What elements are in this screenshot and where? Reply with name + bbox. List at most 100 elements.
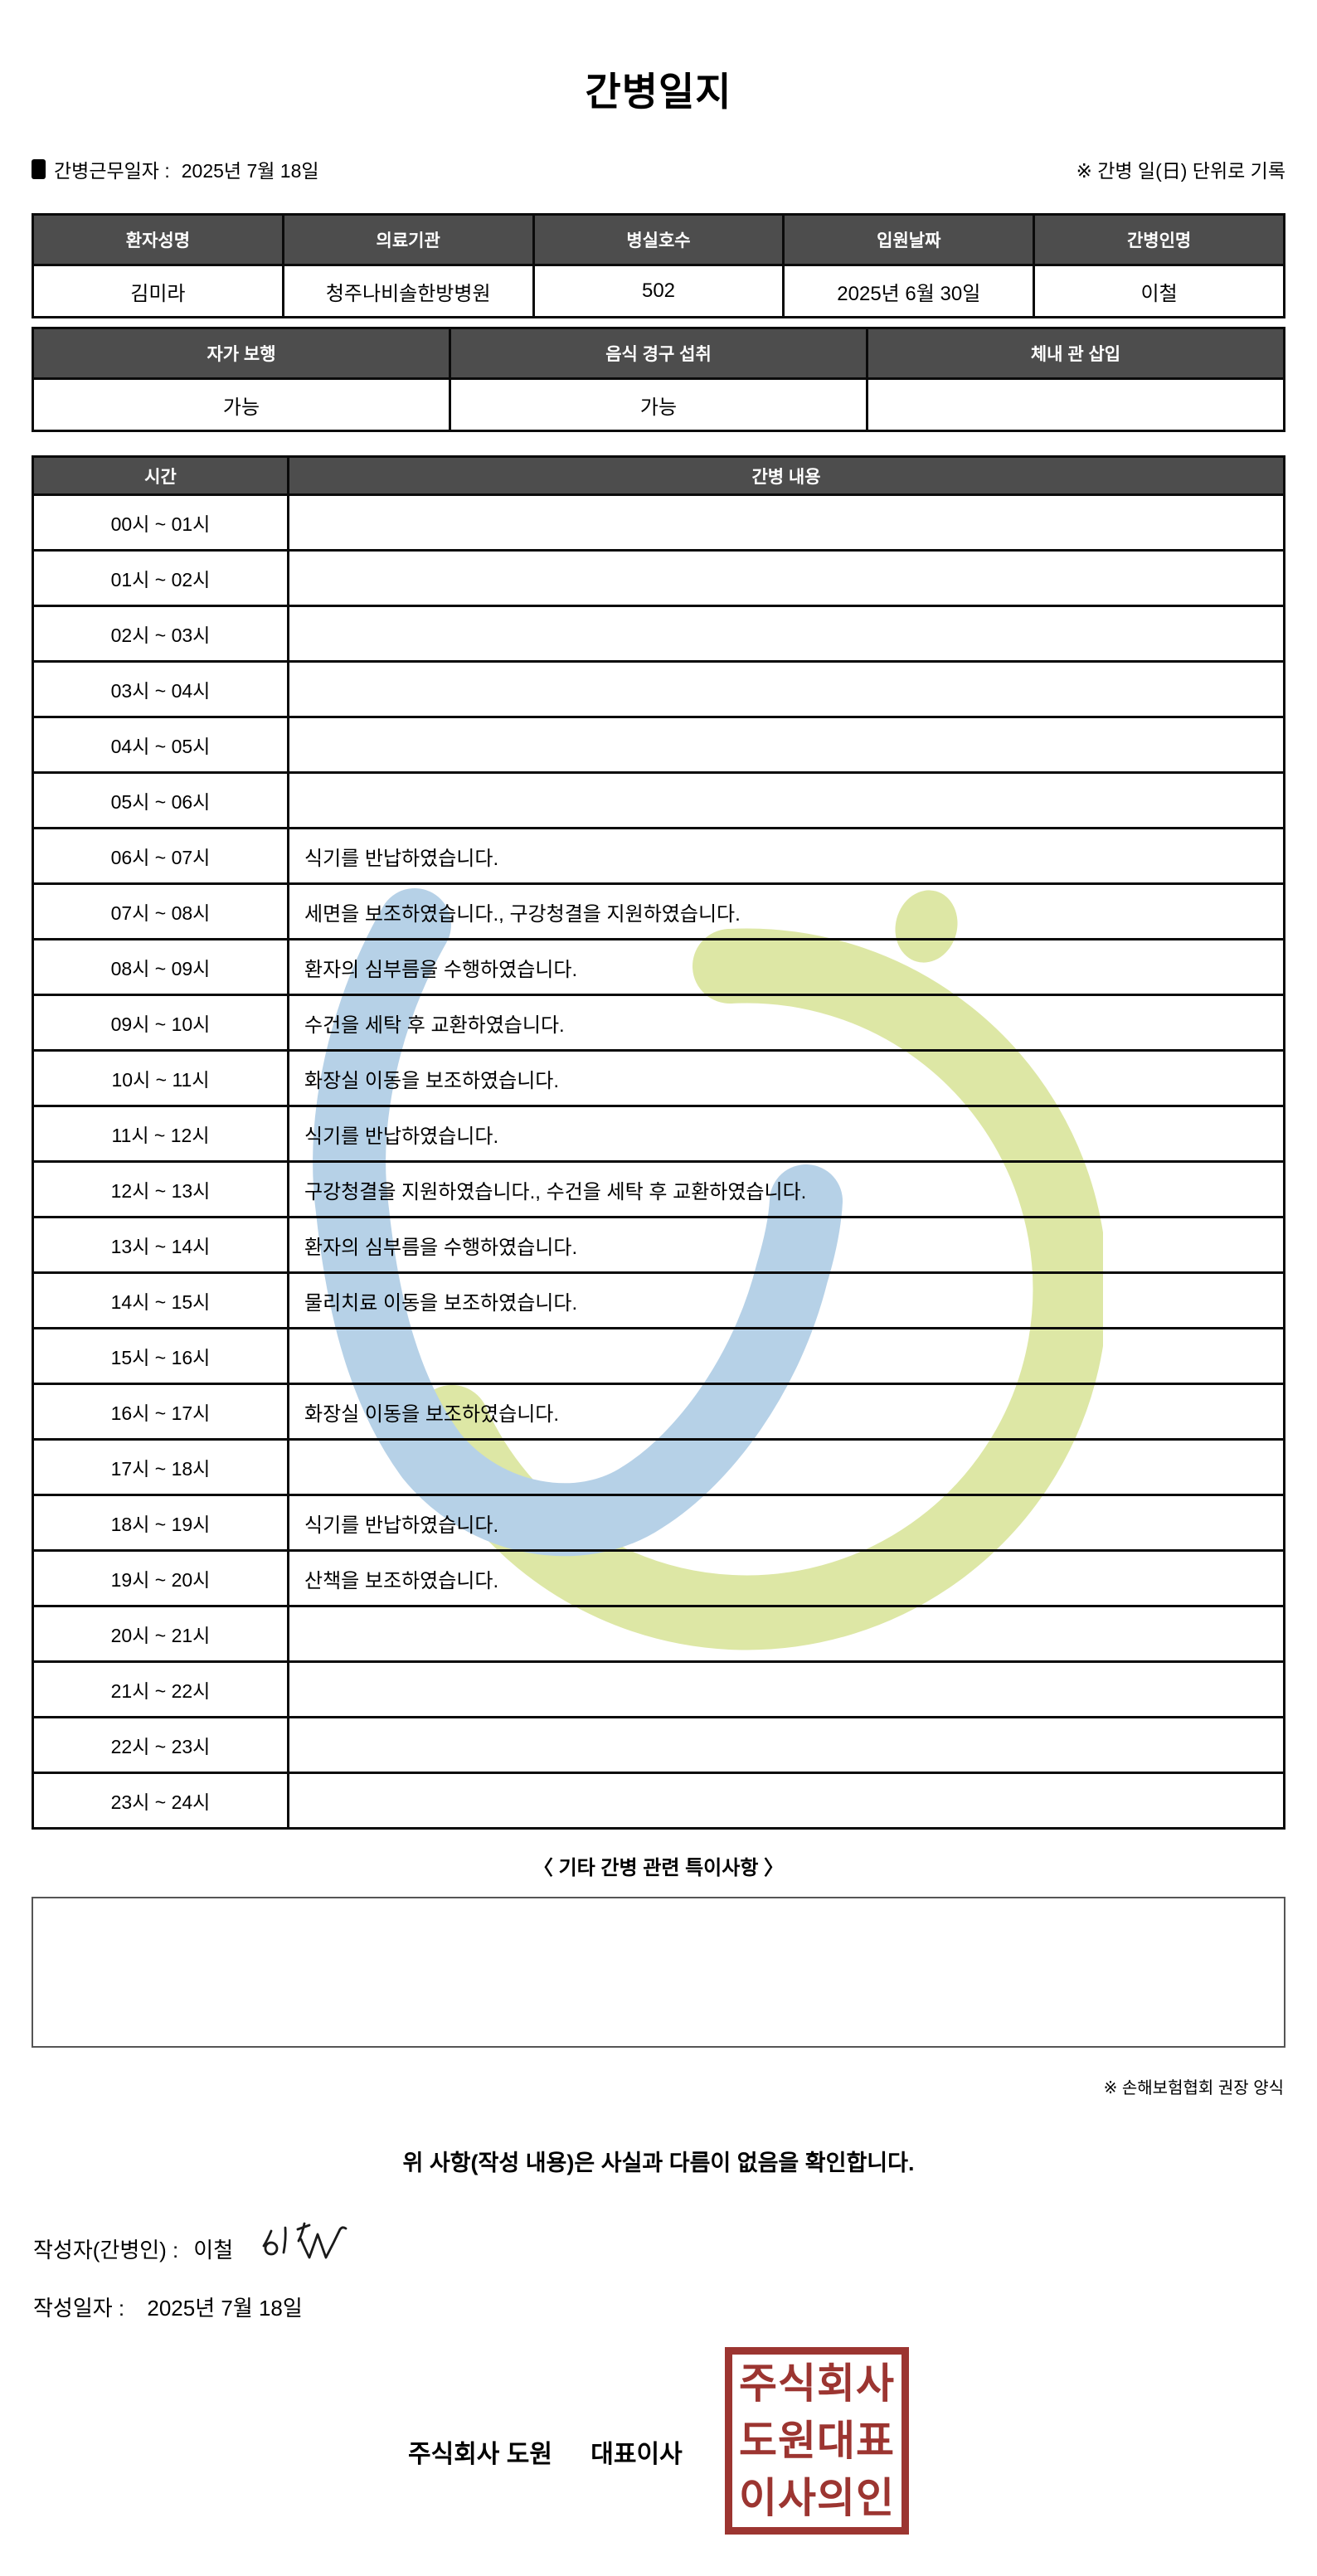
care-content-cell (287, 660, 1285, 718)
stamp-line: 도원대표 (739, 2417, 895, 2464)
care-table-row: 11시 ~ 12시 식기를 반납하였습니다. (32, 1105, 1285, 1163)
company-title: 대표이사 (590, 2441, 683, 2468)
patient-col-header: 입원날짜 (782, 213, 1036, 266)
care-table-row: 15시 ~ 16시 (32, 1327, 1285, 1385)
company-name: 주식회사 도원 (408, 2441, 552, 2468)
care-table-row: 01시 ~ 02시 (32, 549, 1285, 607)
work-date-line: 간병근무일자 : 2025년 7월 18일 (32, 155, 319, 183)
written-date-label: 작성일자 : (33, 2296, 125, 2321)
care-content-cell: 식기를 반납하였습니다. (287, 1494, 1285, 1552)
page-title: 간병일지 (585, 70, 732, 114)
writer-label: 작성자(간병인) : (33, 2237, 179, 2263)
care-table-row: 04시 ~ 05시 (32, 716, 1285, 774)
status-col-header: 자가 보행 (32, 327, 451, 380)
time-cell: 03시 ~ 04시 (32, 660, 289, 718)
patient-col-header: 간병인명 (1033, 213, 1285, 266)
care-content-cell (287, 771, 1285, 829)
time-cell: 21시 ~ 22시 (32, 1660, 289, 1718)
care-table-row: 05시 ~ 06시 (32, 771, 1285, 829)
care-table-row: 08시 ~ 09시 환자의 심부름을 수행하였습니다. (32, 938, 1285, 996)
corporate-seal-stamp: 주식회사 도원대표 이사의인 (725, 2347, 909, 2535)
care-content-cell (287, 493, 1285, 552)
handwritten-signature (262, 2222, 347, 2259)
time-cell: 17시 ~ 18시 (32, 1438, 289, 1496)
patient-info-table: 환자성명 의료기관 병실호수 입원날짜 간병인명 김미라 청주나비솔한방병원 502 2025년… (32, 213, 1285, 318)
care-content-cell: 수건을 세탁 후 교환하였습니다. (287, 994, 1285, 1052)
hourly-care-table-body: 시간 간병 내용 00시 ~ 01시 01시 ~ 02시 02시 ~ 03시 03시 ~ … (32, 455, 1285, 1830)
table-row: 자가 보행 음식 경구 섭취 체내 관 삽입 (32, 327, 1285, 380)
care-table-row: 19시 ~ 20시 산책을 보조하였습니다. (32, 1549, 1285, 1607)
care-content-cell: 세면을 보조하였습니다., 구강청결을 지원하였습니다. (287, 882, 1285, 940)
care-table-row: 20시 ~ 21시 (32, 1605, 1285, 1663)
care-content-cell (287, 1605, 1285, 1663)
status-value-cell (866, 377, 1285, 432)
care-content-cell: 환자의 심부름을 수행하였습니다. (287, 938, 1285, 996)
care-time-header: 시간 (32, 455, 289, 496)
care-content-cell: 환자의 심부름을 수행하였습니다. (287, 1216, 1285, 1274)
care-content-cell (287, 1716, 1285, 1774)
care-content-cell (287, 605, 1285, 663)
care-table-row: 09시 ~ 10시 수건을 세탁 후 교환하였습니다. (32, 994, 1285, 1052)
company-line: 주식회사 도원 대표이사 (408, 2433, 683, 2470)
patient-value-cell: 502 (532, 264, 785, 318)
time-cell: 01시 ~ 02시 (32, 549, 289, 607)
care-table-row: 02시 ~ 03시 (32, 605, 1285, 663)
care-table-row: 00시 ~ 01시 (32, 493, 1285, 552)
status-col-header: 체내 관 삽입 (866, 327, 1285, 380)
care-table-row: 21시 ~ 22시 (32, 1660, 1285, 1718)
bullet-square-icon (32, 159, 46, 179)
writer-name: 이철 (193, 2237, 234, 2263)
hourly-care-table: 시간 간병 내용 00시 ~ 01시 01시 ~ 02시 02시 ~ 03시 03시 ~ … (32, 455, 1285, 1830)
care-content-cell: 구강청결을 지원하였습니다., 수건을 세탁 후 교환하였습니다. (287, 1160, 1285, 1218)
time-cell: 16시 ~ 17시 (32, 1383, 289, 1441)
patient-value-cell: 청주나비솔한방병원 (281, 264, 535, 318)
care-content-cell: 화장실 이동을 보조하였습니다. (287, 1049, 1285, 1107)
company-block: 주식회사 도원 대표이사 주식회사 도원대표 이사의인 (0, 2334, 1317, 2576)
patient-value-cell: 김미라 (32, 264, 284, 318)
patient-col-header: 병실호수 (532, 213, 785, 266)
care-table-row: 07시 ~ 08시 세면을 보조하였습니다., 구강청결을 지원하였습니다. (32, 882, 1285, 940)
time-cell: 12시 ~ 13시 (32, 1160, 289, 1218)
patient-value-cell: 2025년 6월 30일 (782, 264, 1036, 318)
care-content-cell: 화장실 이동을 보조하였습니다. (287, 1383, 1285, 1441)
patient-col-header: 의료기관 (281, 213, 535, 266)
care-content-cell: 물리치료 이동을 보조하였습니다. (287, 1271, 1285, 1329)
care-table-row: 03시 ~ 04시 (32, 660, 1285, 718)
table-row: 시간 간병 내용 (32, 455, 1285, 496)
unit-note: ※ 간병 일(日) 단위로 기록 (1076, 160, 1285, 182)
time-cell: 05시 ~ 06시 (32, 771, 289, 829)
time-cell: 19시 ~ 20시 (32, 1549, 289, 1607)
time-cell: 02시 ~ 03시 (32, 605, 289, 663)
time-cell: 15시 ~ 16시 (32, 1327, 289, 1385)
care-content-cell (287, 1660, 1285, 1718)
care-table-row: 12시 ~ 13시 구강청결을 지원하였습니다., 수건을 세탁 후 교환하였습니… (32, 1160, 1285, 1218)
care-table-row: 23시 ~ 24시 (32, 1772, 1285, 1830)
table-row: 김미라 청주나비솔한방병원 502 2025년 6월 30일 이철 (32, 264, 1285, 318)
care-table-row: 14시 ~ 15시 물리치료 이동을 보조하였습니다. (32, 1271, 1285, 1329)
patient-col-header: 환자성명 (32, 213, 284, 266)
written-date-line: 작성일자 : 2025년 7월 18일 (33, 2292, 1317, 2322)
care-table-row: 17시 ~ 18시 (32, 1438, 1285, 1496)
time-cell: 13시 ~ 14시 (32, 1216, 289, 1274)
time-cell: 11시 ~ 12시 (32, 1105, 289, 1163)
notes-heading: 〈 기타 간병 관련 특이사항 〉 (532, 1857, 785, 1879)
table-row: 환자성명 의료기관 병실호수 입원날짜 간병인명 (32, 213, 1285, 266)
care-content-cell (287, 1327, 1285, 1385)
patient-value-cell: 이철 (1033, 264, 1285, 318)
care-content-cell (287, 549, 1285, 607)
form-note: ※ 손해보험협회 권장 양식 (1103, 2079, 1284, 2097)
care-content-cell: 산책을 보조하였습니다. (287, 1549, 1285, 1607)
time-cell: 08시 ~ 09시 (32, 938, 289, 996)
work-date-label: 간병근무일자 : (54, 160, 170, 182)
writer-line: 작성자(간병인) : 이철 (33, 2222, 1317, 2270)
notes-box (32, 1897, 1285, 2048)
status-value-cell: 가능 (449, 377, 868, 432)
time-cell: 09시 ~ 10시 (32, 994, 289, 1052)
care-content-cell (287, 1438, 1285, 1496)
time-cell: 18시 ~ 19시 (32, 1494, 289, 1552)
care-table-row: 13시 ~ 14시 환자의 심부름을 수행하였습니다. (32, 1216, 1285, 1274)
care-table-row: 10시 ~ 11시 화장실 이동을 보조하였습니다. (32, 1049, 1285, 1107)
time-cell: 10시 ~ 11시 (32, 1049, 289, 1107)
care-content-cell (287, 1772, 1285, 1830)
